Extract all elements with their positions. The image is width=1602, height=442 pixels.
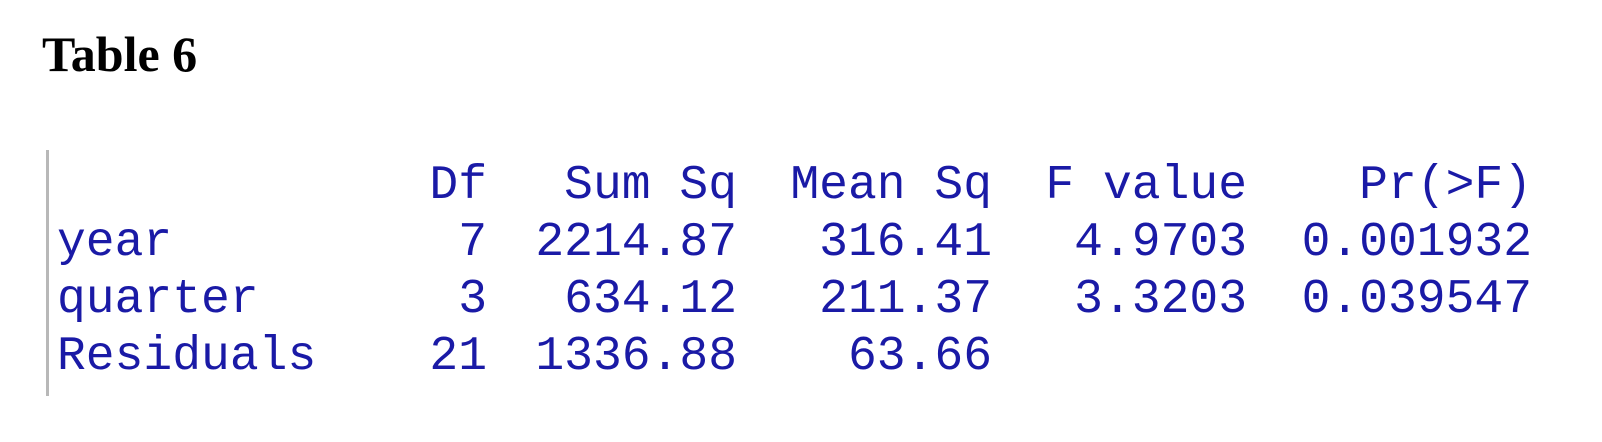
sum-sq-value: 1336.88 <box>535 330 737 384</box>
mean-sq-value: 63.66 <box>847 330 992 384</box>
mean-sq-value: 211.37 <box>819 273 992 327</box>
table-header-row: Df Sum Sq Mean Sq F value Pr(>F) <box>57 158 1532 215</box>
column-header-p-value: Pr(>F) <box>1359 159 1532 213</box>
console-output: Df Sum Sq Mean Sq F value Pr(>F) year 7 … <box>46 150 1549 396</box>
df-value: 3 <box>458 273 487 327</box>
row-label-header <box>57 158 372 215</box>
column-header-mean-sq: Mean Sq <box>790 159 992 213</box>
sum-sq-value: 634.12 <box>564 273 737 327</box>
df-value: 7 <box>458 216 487 270</box>
df-value: 21 <box>429 330 487 384</box>
column-header-df: Df <box>429 159 487 213</box>
term-label: quarter <box>57 273 259 327</box>
table-title: Table 6 <box>42 26 198 82</box>
f-value <box>992 329 1247 386</box>
term-label: year <box>57 216 173 270</box>
mean-sq-value: 316.41 <box>819 216 992 270</box>
f-value: 4.9703 <box>1074 216 1247 270</box>
column-header-f-value: F value <box>1045 159 1247 213</box>
table-row: quarter 3 634.12 211.37 3.3203 0.039547 <box>57 272 1532 329</box>
table-row: year 7 2214.87 316.41 4.9703 0.001932 <box>57 215 1532 272</box>
p-value: 0.039547 <box>1301 273 1532 327</box>
f-value: 3.3203 <box>1074 273 1247 327</box>
table-row: Residuals 21 1336.88 63.66 <box>57 329 1532 386</box>
sum-sq-value: 2214.87 <box>535 216 737 270</box>
column-header-sum-sq: Sum Sq <box>564 159 737 213</box>
p-value: 0.001932 <box>1301 216 1532 270</box>
term-label: Residuals <box>57 330 317 384</box>
anova-table: Df Sum Sq Mean Sq F value Pr(>F) year 7 … <box>57 158 1532 386</box>
p-value <box>1247 329 1532 386</box>
